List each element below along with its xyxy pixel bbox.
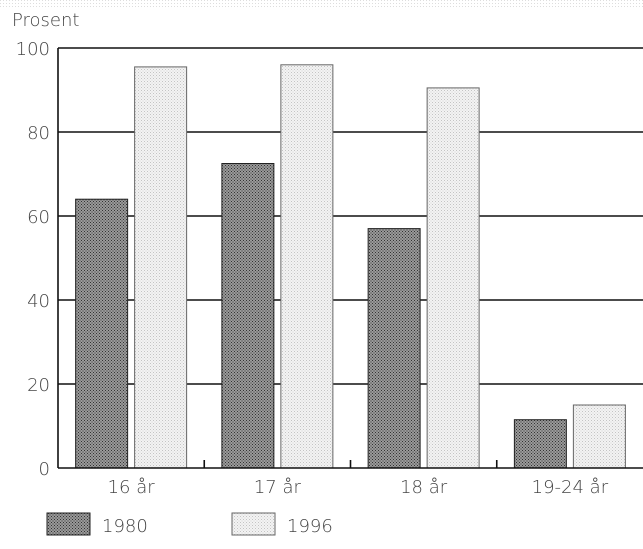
- y-tick-label: 20: [27, 375, 50, 396]
- bar-1980-0: [75, 198, 129, 469]
- y-tick-label: 0: [39, 459, 50, 480]
- legend-swatch-1980: [46, 512, 91, 536]
- x-tick-label: 16 år: [108, 477, 156, 498]
- x-tick-label: 17 år: [254, 477, 302, 498]
- legend-label-1996: 1996: [287, 516, 333, 537]
- y-tick-label: 100: [16, 39, 50, 60]
- x-tick-labels: 16 år 17 år 18 år 19-24 år: [108, 477, 609, 498]
- y-tick-label: 40: [27, 291, 50, 312]
- x-tick-label: 19-24 år: [532, 477, 609, 498]
- y-axis-label: Prosent: [12, 10, 79, 31]
- bar-1980-1: [221, 163, 275, 469]
- bar-1996-3: [572, 404, 626, 469]
- bar-1980-2: [367, 228, 421, 469]
- y-tick-labels: 0 20 40 60 80 100: [16, 39, 50, 480]
- bars: [75, 64, 626, 469]
- legend-label-1980: 1980: [102, 516, 148, 537]
- bar-1996-2: [426, 87, 480, 469]
- y-tick-label: 60: [27, 207, 50, 228]
- bar-1996-0: [134, 66, 188, 469]
- legend-swatch-1996: [231, 512, 276, 536]
- axes: [57, 48, 643, 469]
- y-tick-label: 80: [27, 123, 50, 144]
- legend: 1980 1996: [46, 512, 333, 537]
- x-tick-label: 18 år: [400, 477, 448, 498]
- bar-1996-1: [280, 64, 334, 469]
- bar-1980-3: [513, 419, 567, 469]
- top-strip: [0, 0, 643, 7]
